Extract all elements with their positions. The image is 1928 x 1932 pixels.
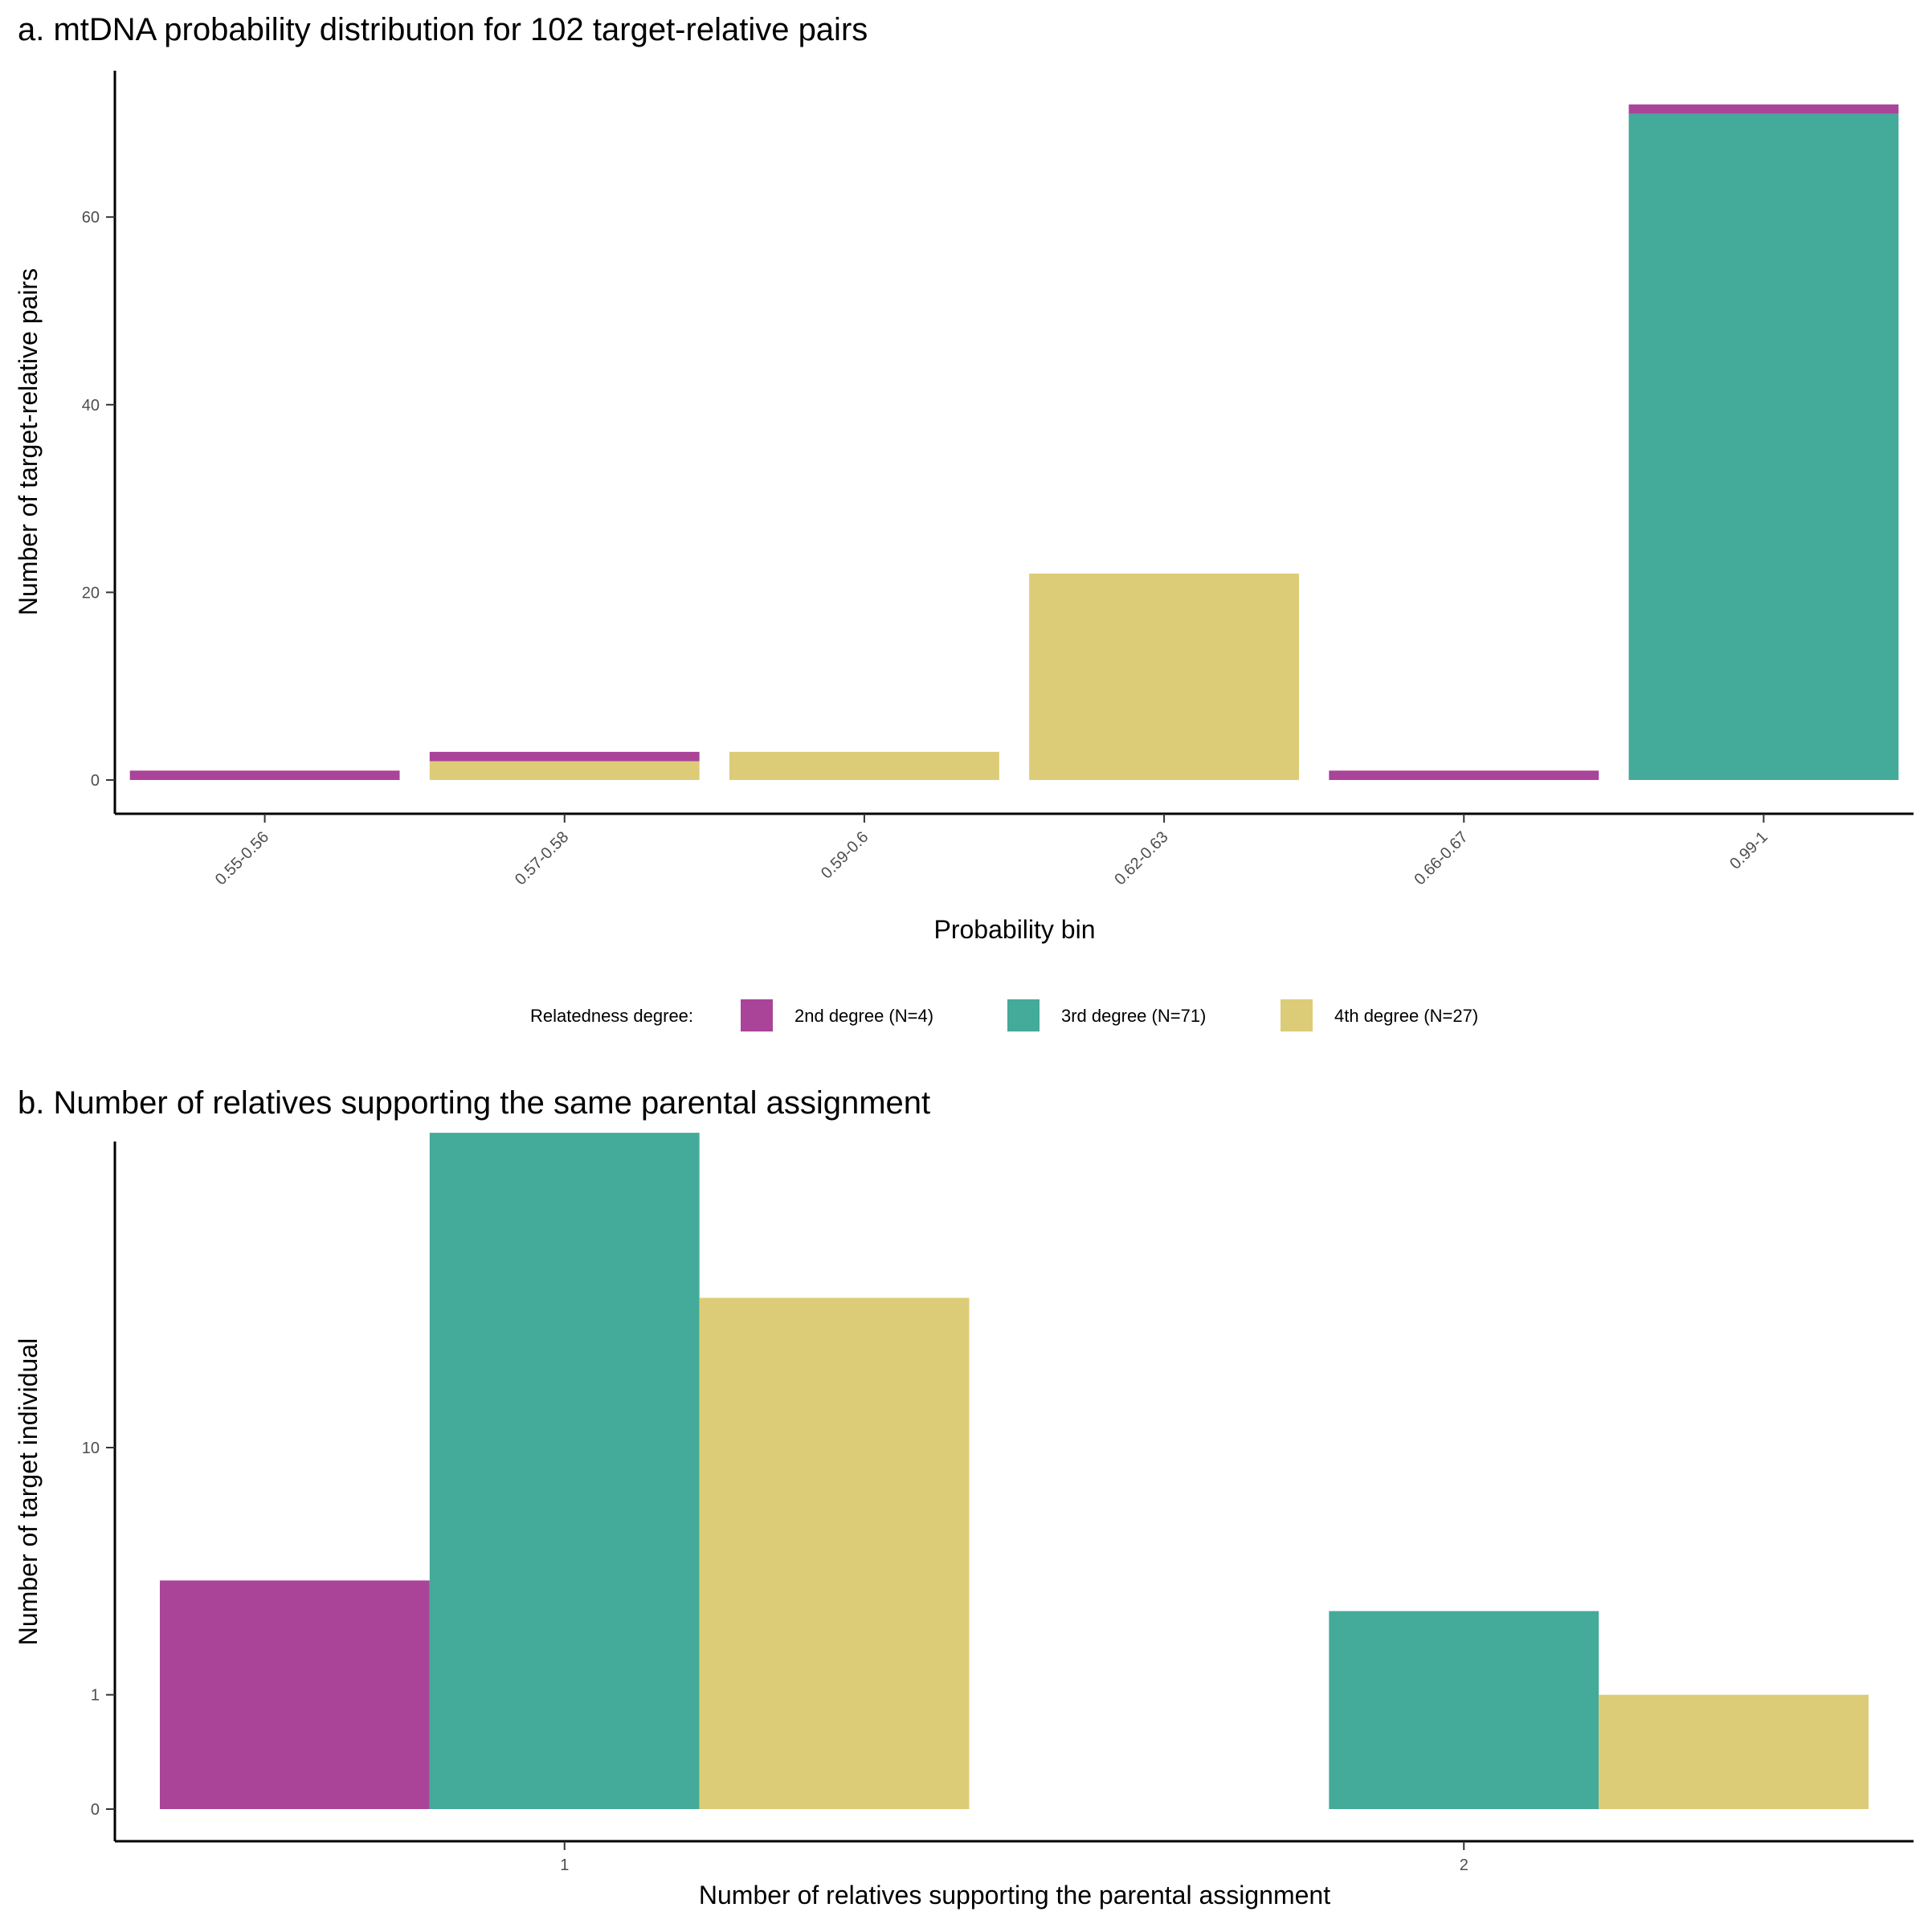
panel-b-x-tick-label: 1 bbox=[560, 1856, 569, 1874]
panel-b-bar-3rd-2 bbox=[1329, 1611, 1599, 1809]
panel-b-title: b. Number of relatives supporting the sa… bbox=[18, 1085, 930, 1121]
panel-a-y-tick-label: 60 bbox=[82, 209, 100, 227]
legend-swatch-4th bbox=[1281, 999, 1313, 1031]
panel-b-bar-2nd-1 bbox=[159, 1580, 430, 1809]
panel-a-bars bbox=[129, 104, 1899, 780]
panel-a-x-tick-label: 0.59-0.6 bbox=[818, 828, 872, 882]
panel-a-x-ticks: 0.55-0.56 0.57-0.58 0.59-0.6 0.62-0.63 0.66-… bbox=[212, 814, 1771, 888]
panel-a: a. mtDNA probability distribution for 10… bbox=[14, 12, 1914, 944]
panel-a-bar-2nd-0.55-0.56 bbox=[129, 770, 400, 780]
panel-b-bar-4th-2 bbox=[1599, 1694, 1869, 1809]
panel-a-bar-2nd-0.66-0.67 bbox=[1329, 770, 1599, 780]
legend-label-3rd: 3rd degree (N=71) bbox=[1061, 1006, 1206, 1026]
panel-a-y-axis-title: Number of target-relative pairs bbox=[14, 268, 43, 615]
panel-a-bar-4th-0.57-0.58 bbox=[429, 761, 700, 780]
panel-a-x-axis-title: Probability bin bbox=[934, 915, 1096, 944]
panel-b-y-tick-label: 10 bbox=[82, 1440, 100, 1457]
panel-a-y-tick-label: 40 bbox=[82, 397, 100, 415]
panel-b-y-tick-label: 1 bbox=[91, 1687, 100, 1705]
legend-swatch-2nd bbox=[741, 999, 773, 1031]
panel-b-bar-3rd-1 bbox=[429, 1133, 700, 1809]
panel-b-x-axis-title: Number of relatives supporting the paren… bbox=[699, 1881, 1330, 1910]
panel-a-title: a. mtDNA probability distribution for 10… bbox=[18, 12, 868, 47]
panel-b-y-axis-title: Number of target individual bbox=[14, 1338, 43, 1645]
panel-a-x-tick-label: 0.99-1 bbox=[1726, 828, 1771, 873]
panel-a-bar-3rd-0.99-1 bbox=[1628, 113, 1899, 780]
legend: Relatedness degree: 2nd degree (N=4) 3rd… bbox=[530, 999, 1478, 1031]
panel-a-y-tick-label: 0 bbox=[91, 772, 100, 790]
panel-a-x-tick-label: 0.57-0.58 bbox=[512, 828, 572, 888]
panel-b-y-ticks: 0 1 10 bbox=[82, 1440, 115, 1819]
panel-a-y-ticks: 0 20 40 60 bbox=[82, 209, 115, 790]
panel-b-bar-4th-1 bbox=[699, 1297, 970, 1809]
panel-a-bar-2nd-0.99-1 bbox=[1628, 104, 1899, 114]
panel-b-y-tick-label: 0 bbox=[91, 1801, 100, 1819]
panel-a-bar-4th-0.59-0.6 bbox=[729, 751, 999, 780]
panel-b: b. Number of relatives supporting the sa… bbox=[14, 1085, 1914, 1910]
legend-swatch-3rd bbox=[1007, 999, 1040, 1031]
panel-a-y-tick-label: 20 bbox=[82, 584, 100, 602]
panel-a-bar-2nd-0.57-0.58 bbox=[429, 751, 700, 762]
panel-b-bars bbox=[159, 1133, 1869, 1809]
panel-a-x-tick-label: 0.62-0.63 bbox=[1111, 828, 1171, 888]
panel-a-bar-4th-0.62-0.63 bbox=[1029, 574, 1300, 780]
panel-b-x-tick-label: 2 bbox=[1460, 1856, 1468, 1874]
legend-label-2nd: 2nd degree (N=4) bbox=[794, 1006, 933, 1026]
legend-label-4th: 4th degree (N=27) bbox=[1334, 1006, 1478, 1026]
panel-a-x-tick-label: 0.66-0.67 bbox=[1411, 828, 1471, 888]
panel-a-x-tick-label: 0.55-0.56 bbox=[212, 828, 272, 888]
legend-title: Relatedness degree: bbox=[530, 1006, 693, 1026]
